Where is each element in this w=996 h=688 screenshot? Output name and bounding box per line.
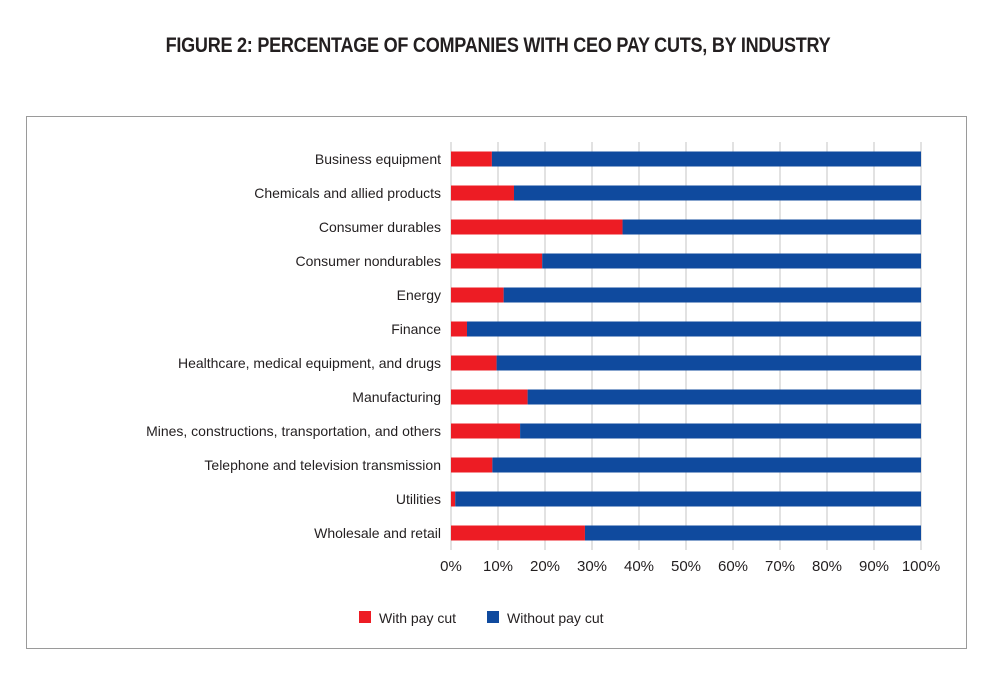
x-tick-labels: 0% 10% 20% 30% 40% 50% 60% 70% 80% 90% 100% [440, 558, 940, 575]
bar-with-pay-cut [451, 355, 497, 371]
bar-with-pay-cut [451, 525, 585, 541]
bar-without-pay-cut [466, 321, 921, 337]
bar-with-pay-cut [451, 389, 528, 405]
bar-without-pay-cut [492, 457, 921, 473]
category-label: Consumer nondurables [295, 253, 441, 269]
bar-without-pay-cut [491, 151, 921, 167]
bar-without-pay-cut [584, 525, 921, 541]
bar-with-pay-cut [451, 457, 493, 473]
x-tick-label: 10% [483, 558, 513, 575]
bar-without-pay-cut [496, 355, 921, 371]
category-label: Consumer durables [319, 219, 441, 235]
category-label: Utilities [396, 491, 441, 507]
bar-without-pay-cut [520, 423, 921, 439]
bar-with-pay-cut [451, 185, 514, 201]
legend-label: Without pay cut [507, 610, 604, 626]
bar-without-pay-cut [622, 219, 921, 235]
chart-title: FIGURE 2: PERCENTAGE OF COMPANIES WITH C… [165, 34, 831, 57]
x-tick-label: 90% [859, 558, 889, 575]
legend-swatch [487, 611, 499, 623]
category-labels: Business equipment Chemicals and allied p… [146, 151, 441, 541]
bar-with-pay-cut [451, 253, 543, 269]
category-label: Mines, constructions, transportation, an… [146, 423, 441, 439]
legend: With pay cut Without pay cut [359, 610, 604, 626]
x-tick-label: 40% [624, 558, 654, 575]
bar-without-pay-cut [455, 491, 921, 507]
x-tick-label: 20% [530, 558, 560, 575]
legend-swatch [359, 611, 371, 623]
category-label: Chemicals and allied products [254, 185, 441, 201]
bar-without-pay-cut [513, 185, 921, 201]
category-label: Energy [397, 287, 441, 303]
category-label: Manufacturing [352, 389, 441, 405]
legend-label: With pay cut [379, 610, 456, 626]
category-label: Business equipment [315, 151, 441, 167]
bar-without-pay-cut [542, 253, 921, 269]
gridlines [450, 142, 922, 550]
category-label: Wholesale and retail [314, 525, 441, 541]
bars [451, 151, 921, 541]
x-tick-label: 0% [440, 558, 462, 575]
bar-without-pay-cut [527, 389, 921, 405]
x-tick-label: 100% [902, 558, 940, 575]
bar-with-pay-cut [451, 151, 492, 167]
x-tick-label: 60% [718, 558, 748, 575]
bar-with-pay-cut [451, 423, 521, 439]
x-tick-label: 80% [812, 558, 842, 575]
category-label: Telephone and television transmission [204, 457, 441, 473]
x-tick-label: 30% [577, 558, 607, 575]
bar-without-pay-cut [503, 287, 921, 303]
x-tick-label: 70% [765, 558, 795, 575]
bar-with-pay-cut [451, 219, 623, 235]
bar-with-pay-cut [451, 287, 504, 303]
chart-frame [26, 116, 967, 649]
category-label: Healthcare, medical equipment, and drugs [178, 355, 441, 371]
category-label: Finance [391, 321, 441, 337]
bar-with-pay-cut [451, 321, 467, 337]
bar-with-pay-cut [451, 491, 456, 507]
x-tick-label: 50% [671, 558, 701, 575]
